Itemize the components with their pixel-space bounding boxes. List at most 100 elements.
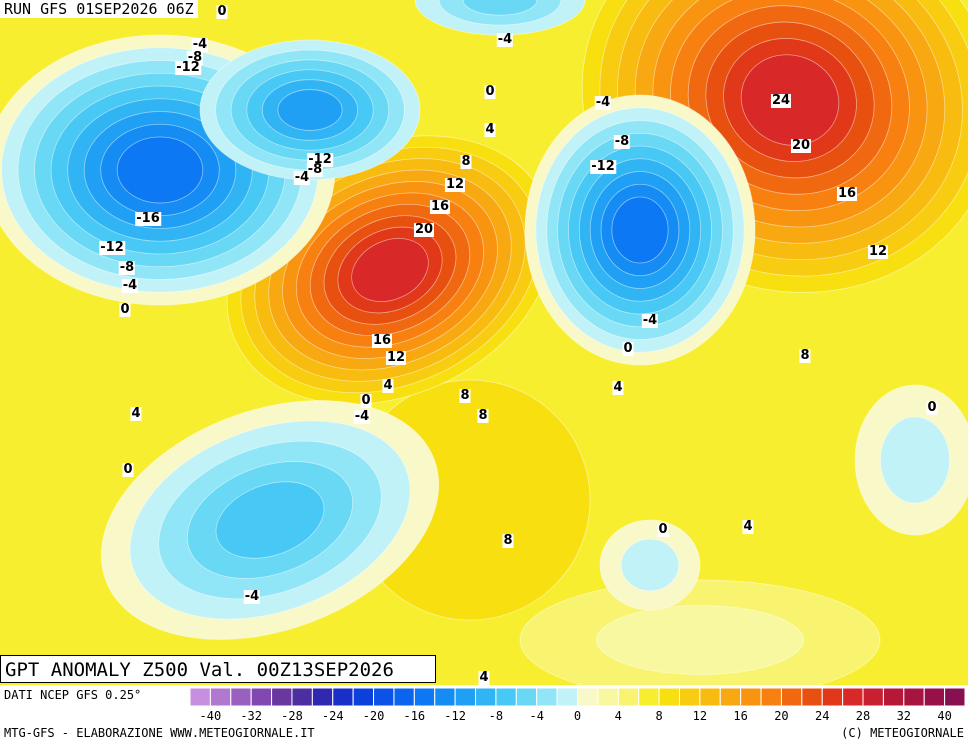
colorbar	[190, 688, 966, 707]
colorbar-cell	[311, 688, 334, 707]
colorbar-cell	[250, 688, 273, 707]
contour-label: 8	[460, 154, 472, 169]
contour-label: 20	[790, 138, 812, 153]
contour-label: -12	[175, 60, 201, 75]
colorbar-cell	[515, 688, 538, 707]
anomaly-contour	[215, 481, 325, 559]
contour-label: 0	[119, 302, 131, 317]
colorbar-cell	[291, 688, 313, 707]
copyright: (C) METEOGIORNALE	[841, 726, 964, 740]
contour-label: 0	[484, 84, 496, 99]
colorbar-label: -8	[488, 709, 504, 723]
colorbar-cell	[332, 688, 354, 707]
contour-label: 24	[770, 93, 792, 108]
colorbar-label: 8	[655, 709, 663, 723]
colorbar-cell	[434, 688, 456, 707]
contour-label: 16	[371, 333, 393, 348]
colorbar-cell	[699, 688, 721, 707]
colorbar-cell	[393, 688, 415, 707]
contour-label: -4	[243, 589, 261, 604]
colorbar-cell	[617, 688, 640, 707]
contour-label: -8	[118, 260, 136, 275]
colorbar-cell	[719, 688, 742, 707]
contour-label: 4	[382, 378, 394, 393]
colorbar-cell	[577, 688, 599, 707]
contour-label: 0	[122, 462, 134, 477]
contour-label: -4	[496, 32, 514, 47]
contour-label: 4	[478, 670, 490, 685]
colorbar-label: -40	[199, 709, 222, 723]
contour-label: 12	[444, 177, 466, 192]
colorbar-label: -12	[444, 709, 466, 723]
colorbar-label: -20	[362, 709, 385, 723]
credits: MTG-GFS - ELABORAZIONE WWW.METEOGIORNALE…	[4, 726, 315, 740]
colorbar-label: 24	[815, 709, 830, 723]
contour-label: 20	[413, 222, 435, 237]
colorbar-cell	[842, 688, 864, 707]
colorbar-cell	[638, 688, 660, 707]
contour-label: 4	[612, 380, 624, 395]
colorbar-cell	[373, 688, 395, 707]
colorbar-label: 32	[896, 709, 912, 723]
colorbar-label: -24	[321, 709, 344, 723]
run-info: RUN GFS 01SEP2026 06Z	[0, 0, 198, 18]
anomaly-contour	[596, 605, 804, 675]
contour-label: -8	[613, 134, 631, 149]
contour-label: 4	[130, 406, 142, 421]
colorbar-cell	[536, 688, 558, 707]
colorbar-cell	[780, 688, 803, 707]
colorbar-cell	[740, 688, 762, 707]
colorbar-cell	[352, 688, 375, 707]
colorbar-cell	[903, 688, 925, 707]
contour-label: -4	[353, 409, 371, 424]
contour-label: -12	[99, 240, 125, 255]
contour-label: -4	[641, 313, 659, 328]
contour-label: -12	[590, 159, 616, 174]
colorbar-cell	[944, 688, 966, 707]
map-title: GPT ANOMALY Z500 Val. 00Z13SEP2026	[0, 655, 436, 683]
anomaly-contour	[116, 136, 204, 204]
anomaly-contour	[611, 196, 669, 264]
data-source: DATI NCEP GFS 0.25°	[4, 688, 142, 702]
colorbar-label: 16	[733, 709, 748, 723]
colorbar-cell	[190, 688, 211, 707]
contour-label: 8	[477, 408, 489, 423]
colorbar-cell	[475, 688, 497, 707]
contour-label: 8	[459, 388, 471, 403]
colorbar-cell	[413, 688, 436, 707]
colorbar-label: 4	[614, 709, 622, 723]
colorbar-label: 28	[855, 709, 871, 723]
colorbar-cell	[597, 688, 619, 707]
colorbar-label: -16	[403, 709, 426, 723]
colorbar-cell	[760, 688, 782, 707]
contour-label: 0	[926, 400, 938, 415]
contour-label: -4	[293, 170, 311, 185]
contour-label: 16	[429, 199, 451, 214]
contour-label: 0	[657, 522, 669, 537]
colorbar-cell	[882, 688, 905, 707]
colorbar-cell	[209, 688, 232, 707]
contour-label: -8	[306, 162, 324, 177]
contour-label: 0	[360, 393, 372, 408]
contour-label: -4	[191, 37, 209, 52]
contour-label: 8	[502, 533, 514, 548]
contour-label: 0	[216, 4, 228, 19]
anomaly-contour	[462, 0, 538, 16]
contour-label: 8	[799, 348, 811, 363]
colorbar-label: 0	[573, 709, 582, 723]
anomaly-contour	[277, 89, 343, 131]
colorbar-label: -32	[240, 709, 263, 723]
colorbar-label: 40	[937, 709, 952, 723]
colorbar-label: -4	[529, 709, 544, 723]
colorbar-cell	[556, 688, 578, 707]
colorbar-cell	[495, 688, 517, 707]
colorbar-label: -28	[281, 709, 303, 723]
colorbar-cell	[801, 688, 823, 707]
contour-label: 4	[484, 122, 496, 137]
contour-label: 12	[385, 350, 407, 365]
colorbar-cell	[230, 688, 252, 707]
anomaly-contour	[351, 238, 429, 302]
colorbar-cell	[862, 688, 884, 707]
contour-label: -16	[135, 211, 161, 226]
